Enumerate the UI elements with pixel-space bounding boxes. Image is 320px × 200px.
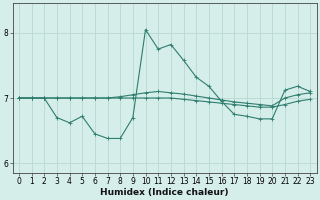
X-axis label: Humidex (Indice chaleur): Humidex (Indice chaleur) xyxy=(100,188,229,197)
